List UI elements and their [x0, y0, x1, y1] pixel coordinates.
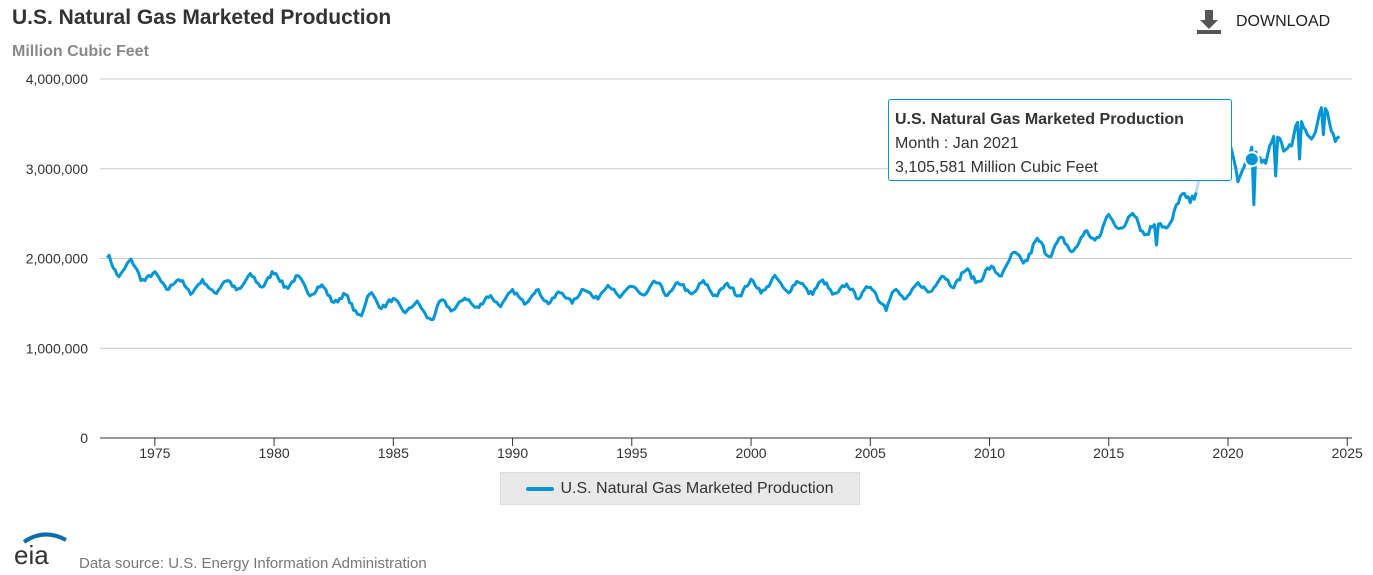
x-tick-label: 1980	[259, 445, 290, 461]
download-label: DOWNLOAD	[1236, 13, 1331, 30]
y-tick-label: 1,000,000	[26, 340, 88, 356]
download-button[interactable]: DOWNLOAD	[1196, 10, 1330, 34]
legend-label: U.S. Natural Gas Marketed Production	[560, 479, 834, 497]
x-tick-label: 1995	[616, 445, 647, 461]
x-axis: 1975 1980 1985 1990 1995 2000 2005 2010 2015 2020…	[100, 437, 1363, 461]
chart-subtitle: Million Cubic Feet	[12, 43, 149, 60]
highlight-point	[1243, 151, 1260, 168]
highlight-marker	[1243, 151, 1260, 168]
x-tick-label: 2025	[1332, 445, 1363, 461]
svg-text:eia: eia	[14, 540, 49, 568]
x-tick-label: 2005	[855, 445, 886, 461]
legend-swatch	[526, 486, 555, 491]
x-tick-label: 1985	[378, 445, 409, 461]
x-tick-label: 1990	[497, 445, 528, 461]
series-path	[105, 191, 1198, 321]
chart-tooltip: U.S. Natural Gas Marketed Production Mon…	[888, 99, 1232, 181]
tooltip-title: U.S. Natural Gas Marketed Production	[895, 111, 1184, 128]
x-tick-label: 1975	[139, 445, 170, 461]
x-tick-label: 2010	[974, 445, 1005, 461]
tooltip-value: 3,105,581 Million Cubic Feet	[895, 159, 1098, 176]
y-tick-label: 4,000,000	[26, 71, 88, 87]
y-tick-label: 2,000,000	[26, 251, 88, 267]
eia-logo: eia	[14, 532, 74, 573]
legend-item[interactable]: U.S. Natural Gas Marketed Production	[500, 472, 860, 505]
data-source: Data source: U.S. Energy Information Adm…	[79, 555, 427, 572]
download-icon	[1197, 10, 1221, 34]
y-axis: 0 1,000,000 2,000,000 3,000,000 4,000,000	[26, 71, 89, 446]
x-tick-label: 2020	[1212, 445, 1243, 461]
y-tick-label: 3,000,000	[26, 161, 88, 177]
chart-title: U.S. Natural Gas Marketed Production	[12, 6, 392, 29]
x-tick-label: 2000	[735, 445, 766, 461]
tooltip-month: Month : Jan 2021	[895, 135, 1019, 152]
x-tick-label: 2015	[1093, 445, 1124, 461]
y-tick-label: 0	[80, 430, 88, 446]
